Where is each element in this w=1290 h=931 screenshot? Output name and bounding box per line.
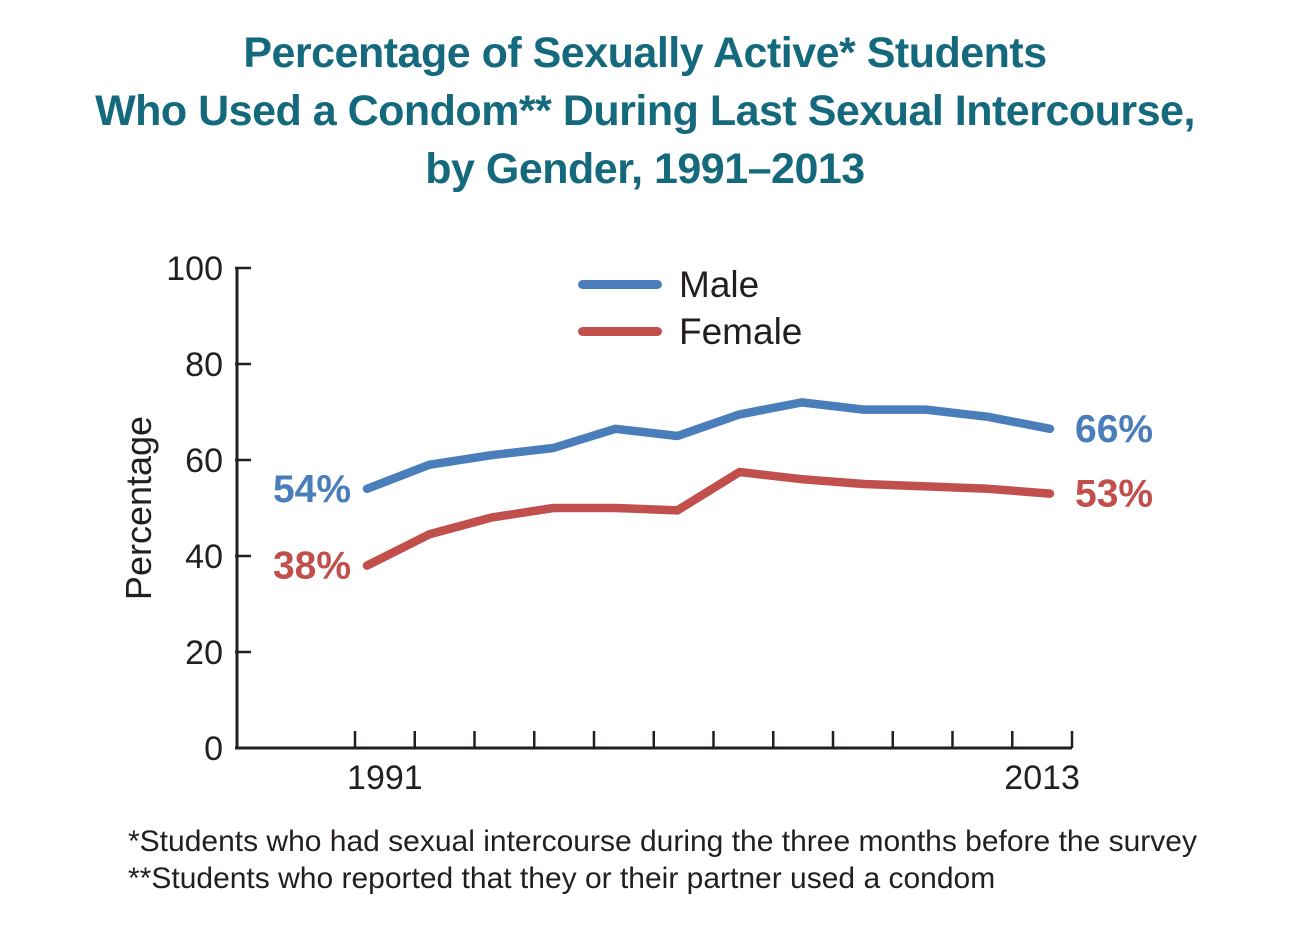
series-line-male (362, 398, 1055, 494)
end-value-label-male: 66% (1075, 408, 1153, 451)
series-line-female (362, 467, 1055, 570)
y-tick-label: 80 (185, 346, 223, 384)
legend-item-male: Male (578, 261, 802, 308)
legend-label-female: Female (679, 310, 803, 352)
footnote-condom-use: **Students who reported that they or the… (128, 862, 996, 895)
chart-title-line-1: Percentage of Sexually Active* Students (243, 29, 1047, 77)
x-axis-label-last-year: 2013 (1004, 759, 1080, 797)
legend-label-male: Male (679, 263, 760, 305)
chart-title: Percentage of Sexually Active* Students … (0, 24, 1290, 198)
female-line-swatch (578, 327, 662, 336)
footnotes: *Students who had sexual intercourse dur… (128, 823, 1197, 897)
y-axis-title: Percentage (118, 416, 159, 600)
y-tick-label: 20 (185, 634, 223, 672)
chart-title-line-2: Who Used a Condom** During Last Sexual I… (95, 87, 1195, 135)
axis-lines (235, 268, 1072, 750)
y-tick-label: 40 (185, 538, 223, 576)
end-value-label-female: 53% (1075, 473, 1153, 516)
male-line-swatch (578, 280, 662, 289)
y-tick-label: 60 (185, 442, 223, 480)
chart-title-line-3: by Gender, 1991–2013 (425, 145, 865, 193)
legend: Male Female (578, 261, 802, 355)
start-value-label-male: 54% (273, 468, 351, 511)
footnote-sexually-active: *Students who had sexual intercourse dur… (128, 825, 1197, 858)
y-tick-label: 100 (166, 250, 223, 288)
start-value-label-female: 38% (273, 545, 351, 588)
legend-item-female: Female (578, 308, 802, 355)
x-axis-label-first-year: 1991 (347, 759, 423, 797)
y-tick-label: 0 (204, 730, 223, 768)
